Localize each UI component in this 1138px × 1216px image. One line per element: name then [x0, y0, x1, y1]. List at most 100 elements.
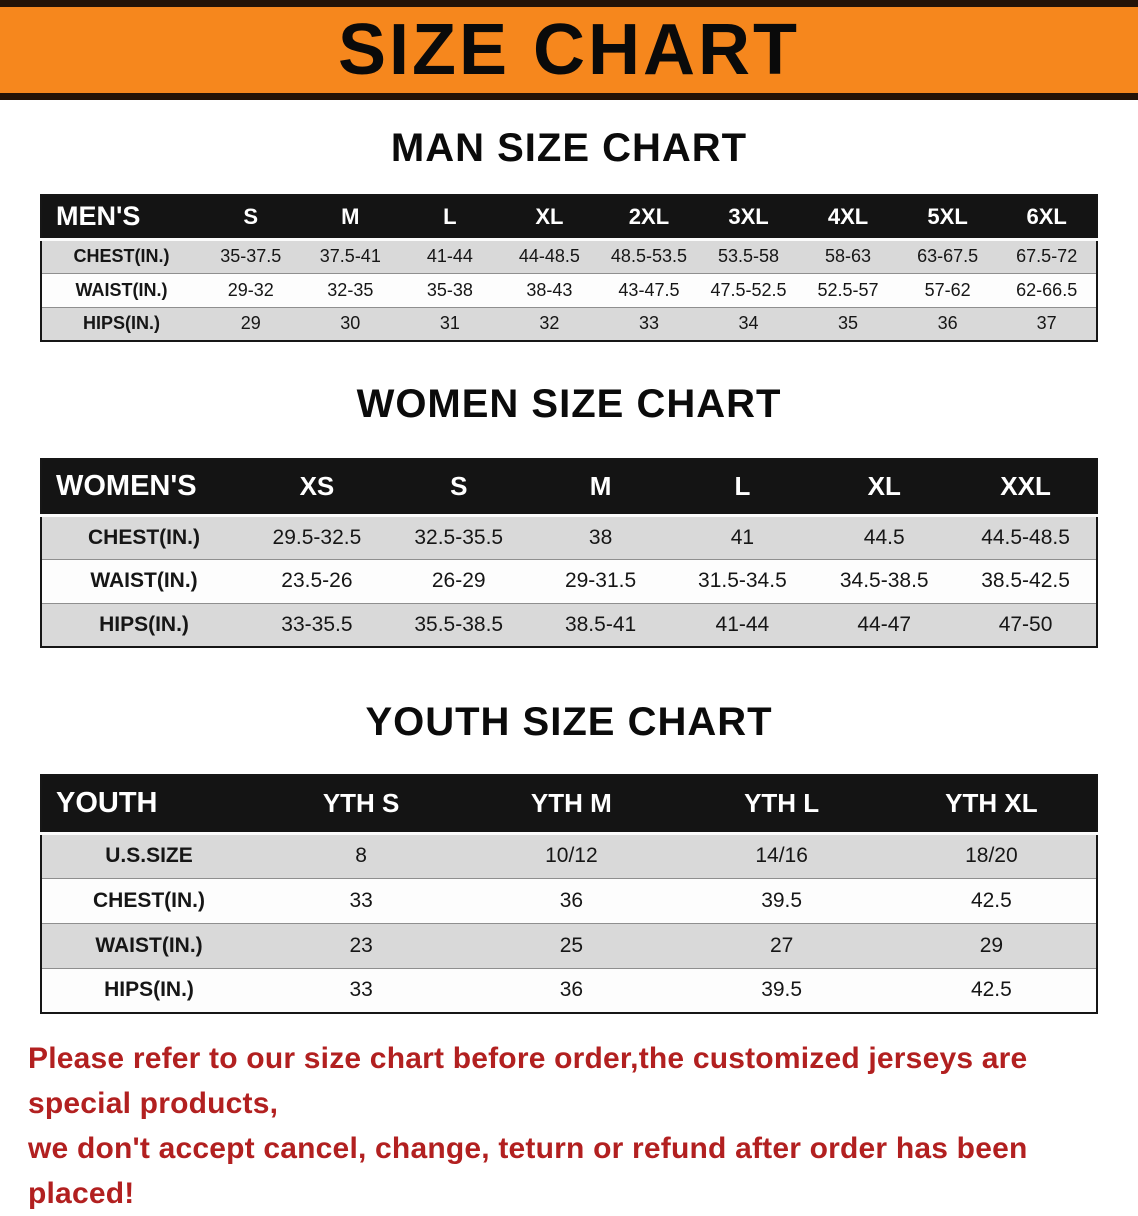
size-column-header: 5XL — [897, 195, 998, 241]
size-column-header: 3XL — [698, 195, 799, 241]
men-size-table: MEN'S S M L XL 2XL 3XL 4XL 5XL 6XL CHEST(IN.) 35-37… — [40, 194, 1098, 342]
row-label-cell: CHEST(IN.) — [41, 877, 256, 923]
row-label-cell: HIPS(IN.) — [41, 967, 256, 1013]
size-column-header: XXL — [955, 459, 1097, 517]
row-label-cell: U.S.SIZE — [41, 832, 256, 878]
table-title-cell: YOUTH — [41, 775, 256, 835]
youth-size-table: YOUTH YTH S YTH M YTH L YTH XL U.S.SIZE 8 10/12… — [40, 774, 1098, 1014]
size-column-header: 4XL — [798, 195, 898, 241]
disclaimer-line-1: Please refer to our size chart before or… — [28, 1042, 1028, 1120]
table-header-row: WOMEN'S XS S M L XL XXL — [41, 459, 1097, 517]
value-cell: 36 — [897, 306, 998, 341]
table-row: CHEST(IN.) 29.5-32.5 32.5-35.5 38 41 44.5 44.5… — [41, 514, 1097, 559]
men-section-heading: MAN SIZE CHART — [390, 126, 748, 170]
value-cell: 29.5-32.5 — [246, 514, 388, 559]
value-cell: 37.5-41 — [300, 238, 401, 273]
row-label-cell: WAIST(IN.) — [41, 922, 256, 968]
value-cell: 29-32 — [201, 272, 301, 307]
size-column-header: M — [300, 195, 401, 241]
value-cell: 63-67.5 — [897, 238, 998, 273]
size-column-header: YTH S — [256, 775, 467, 835]
value-cell: 41-44 — [671, 602, 814, 647]
size-column-header: S — [387, 459, 530, 517]
value-cell: 36 — [466, 877, 677, 923]
value-cell: 34.5-38.5 — [813, 558, 956, 603]
value-cell: 14/16 — [676, 832, 887, 878]
value-cell: 23.5-26 — [246, 558, 388, 603]
size-column-header: YTH L — [676, 775, 887, 835]
row-label-cell: WAIST(IN.) — [41, 272, 201, 307]
banner: SIZE CHART — [0, 0, 1138, 100]
value-cell: 58-63 — [798, 238, 898, 273]
table-row: HIPS(IN.) 33-35.5 35.5-38.5 38.5-41 41-44 44-… — [41, 602, 1097, 647]
value-cell: 30 — [300, 306, 401, 341]
value-cell: 23 — [256, 922, 467, 968]
section-women: WOMEN SIZE CHART WOMEN'S XS S M L XL XXL CHEST(… — [0, 382, 1138, 648]
value-cell: 44.5 — [813, 514, 956, 559]
table-row: U.S.SIZE 8 10/12 14/16 18/20 — [41, 832, 1097, 878]
value-cell: 39.5 — [676, 877, 887, 923]
value-cell: 8 — [256, 832, 467, 878]
value-cell: 53.5-58 — [698, 238, 799, 273]
value-cell: 35.5-38.5 — [387, 602, 530, 647]
value-cell: 36 — [466, 967, 677, 1013]
size-column-header: L — [671, 459, 814, 517]
value-cell: 29 — [201, 306, 301, 341]
size-column-header: S — [201, 195, 301, 241]
table-title-cell: WOMEN'S — [41, 459, 246, 517]
row-label-cell: CHEST(IN.) — [41, 514, 246, 559]
size-column-header: YTH XL — [886, 775, 1097, 835]
disclaimer-line-2: we don't accept cancel, change, teturn o… — [28, 1132, 1028, 1210]
size-column-header: M — [529, 459, 672, 517]
table-row: HIPS(IN.) 29 30 31 32 33 34 35 36 37 — [41, 306, 1097, 341]
row-label-cell: WAIST(IN.) — [41, 558, 246, 603]
value-cell: 42.5 — [886, 877, 1097, 923]
value-cell: 25 — [466, 922, 677, 968]
value-cell: 43-47.5 — [599, 272, 699, 307]
value-cell: 32.5-35.5 — [387, 514, 530, 559]
value-cell: 62-66.5 — [997, 272, 1097, 307]
value-cell: 44.5-48.5 — [955, 514, 1097, 559]
table-row: CHEST(IN.) 33 36 39.5 42.5 — [41, 877, 1097, 923]
size-column-header: 6XL — [997, 195, 1097, 241]
value-cell: 34 — [698, 306, 799, 341]
women-size-table: WOMEN'S XS S M L XL XXL CHEST(IN.) 29.5-32.5 32.5… — [40, 458, 1098, 648]
size-column-header: XL — [813, 459, 956, 517]
table-row: HIPS(IN.) 33 36 39.5 42.5 — [41, 967, 1097, 1013]
value-cell: 44-48.5 — [499, 238, 600, 273]
size-column-header: 2XL — [599, 195, 699, 241]
size-column-header: YTH M — [466, 775, 677, 835]
value-cell: 31.5-34.5 — [671, 558, 814, 603]
size-column-header: XL — [499, 195, 600, 241]
value-cell: 26-29 — [387, 558, 530, 603]
disclaimer: Please refer to our size chart before or… — [0, 1036, 1138, 1216]
value-cell: 57-62 — [897, 272, 998, 307]
row-label-cell: HIPS(IN.) — [41, 306, 201, 341]
row-label-cell: HIPS(IN.) — [41, 602, 246, 647]
value-cell: 35 — [798, 306, 898, 341]
table-row: WAIST(IN.) 23 25 27 29 — [41, 922, 1097, 968]
table-row: WAIST(IN.) 29-32 32-35 35-38 38-43 43-47.5 47.… — [41, 272, 1097, 307]
value-cell: 27 — [676, 922, 887, 968]
page-title: SIZE CHART — [338, 10, 800, 90]
value-cell: 41-44 — [400, 238, 500, 273]
table-header-row: MEN'S S M L XL 2XL 3XL 4XL 5XL 6XL — [41, 195, 1097, 241]
value-cell: 35-37.5 — [201, 238, 301, 273]
value-cell: 33 — [256, 967, 467, 1013]
value-cell: 39.5 — [676, 967, 887, 1013]
value-cell: 47.5-52.5 — [698, 272, 799, 307]
value-cell: 47-50 — [955, 602, 1097, 647]
value-cell: 44-47 — [813, 602, 956, 647]
section-youth: YOUTH SIZE CHART YOUTH YTH S YTH M YTH L YTH… — [0, 700, 1138, 1014]
value-cell: 38.5-41 — [529, 602, 672, 647]
size-column-header: XS — [246, 459, 388, 517]
value-cell: 38-43 — [499, 272, 600, 307]
value-cell: 29-31.5 — [529, 558, 672, 603]
value-cell: 38.5-42.5 — [955, 558, 1097, 603]
value-cell: 52.5-57 — [798, 272, 898, 307]
value-cell: 10/12 — [466, 832, 677, 878]
value-cell: 41 — [671, 514, 814, 559]
section-men: MAN SIZE CHART MEN'S S M L XL 2XL 3XL 4XL 5XL 6XL… — [0, 126, 1138, 342]
youth-section-heading: YOUTH SIZE CHART — [365, 700, 773, 744]
value-cell: 42.5 — [886, 967, 1097, 1013]
